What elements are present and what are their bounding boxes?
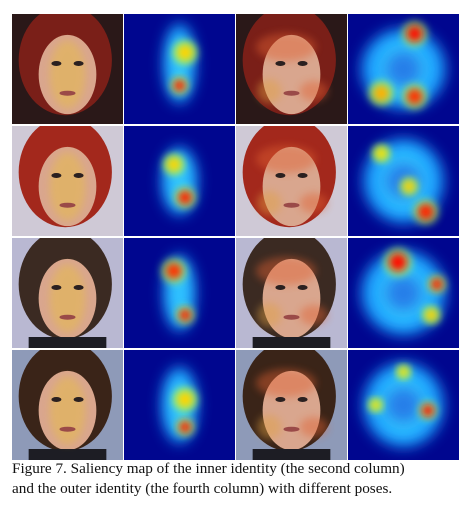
eye xyxy=(73,173,84,178)
clothing xyxy=(28,337,107,348)
saliency-overlay xyxy=(257,415,282,439)
hot-spot xyxy=(388,253,407,272)
saliency-map xyxy=(124,14,235,124)
eye xyxy=(275,397,286,402)
hot-spot xyxy=(421,404,434,417)
saliency-overlay xyxy=(255,145,316,173)
caption-line: Figure 7. Saliency map of the inner iden… xyxy=(12,460,405,477)
hot-spot xyxy=(425,309,438,321)
saliency-overlay xyxy=(299,305,328,325)
eye xyxy=(297,61,308,66)
face-image xyxy=(236,238,347,348)
hot-spot xyxy=(173,79,186,92)
map-hole xyxy=(385,275,422,311)
hot-spot xyxy=(177,44,194,61)
saliency-map xyxy=(348,350,459,460)
eye xyxy=(275,285,286,290)
mouth xyxy=(283,426,300,432)
hot-spot xyxy=(179,309,192,321)
mouth xyxy=(283,314,300,320)
saliency-overlay xyxy=(255,369,316,397)
hot-spot xyxy=(398,367,409,377)
caption-line: and the outer identity (the fourth colum… xyxy=(12,480,393,497)
eye xyxy=(51,397,62,402)
saliency-overlay xyxy=(257,191,282,215)
mouth xyxy=(59,90,76,96)
saliency-overlay xyxy=(299,417,328,437)
face-image xyxy=(236,14,347,124)
saliency-map xyxy=(348,14,459,124)
eye xyxy=(73,61,84,66)
saliency-map xyxy=(348,126,459,236)
saliency-map xyxy=(124,126,235,236)
eye xyxy=(297,397,308,402)
mouth xyxy=(59,314,76,320)
hot-spot xyxy=(179,421,192,433)
figure-grid xyxy=(12,14,459,460)
hot-spot xyxy=(406,25,423,42)
clothing xyxy=(252,337,331,348)
face-image xyxy=(236,126,347,236)
eye xyxy=(275,61,286,66)
hot-spot xyxy=(177,391,194,408)
saliency-overlay xyxy=(255,257,316,285)
hot-spot xyxy=(406,88,423,105)
face-image xyxy=(12,238,123,348)
hot-spot xyxy=(370,400,381,410)
eye xyxy=(51,173,62,178)
map-hole xyxy=(385,51,422,87)
eye xyxy=(51,61,62,66)
hot-spot xyxy=(375,147,388,160)
eye xyxy=(73,285,84,290)
saliency-overlay xyxy=(257,303,282,327)
hot-spot xyxy=(417,203,434,220)
hot-spot xyxy=(165,263,182,279)
eye xyxy=(297,173,308,178)
face-image xyxy=(12,14,123,124)
saliency-map xyxy=(124,238,235,348)
saliency-overlay xyxy=(299,193,328,213)
clothing xyxy=(252,449,331,460)
saliency-map xyxy=(348,238,459,348)
hot-spot xyxy=(178,190,193,205)
face-image xyxy=(236,350,347,460)
eye xyxy=(297,285,308,290)
hot-spot xyxy=(403,180,416,193)
saliency-overlay xyxy=(257,79,282,103)
saliency-overlay xyxy=(299,81,328,101)
saliency-overlay xyxy=(49,40,86,109)
mouth xyxy=(59,202,76,208)
map-hole xyxy=(385,387,422,423)
mouth xyxy=(59,426,76,432)
hot-spot xyxy=(166,157,181,172)
face-image xyxy=(12,350,123,460)
clothing xyxy=(28,449,107,460)
eye xyxy=(275,173,286,178)
saliency-overlay xyxy=(49,376,86,445)
eye xyxy=(51,285,62,290)
saliency-overlay xyxy=(49,152,86,221)
mouth xyxy=(283,202,300,208)
mouth xyxy=(283,90,300,96)
face-image xyxy=(12,126,123,236)
eye xyxy=(73,397,84,402)
saliency-overlay xyxy=(49,264,86,333)
hot-spot xyxy=(373,85,390,102)
hot-spot xyxy=(430,278,443,291)
figure-caption: Figure 7. Saliency map of the inner iden… xyxy=(12,459,464,499)
saliency-map xyxy=(124,350,235,460)
saliency-overlay xyxy=(255,33,316,61)
